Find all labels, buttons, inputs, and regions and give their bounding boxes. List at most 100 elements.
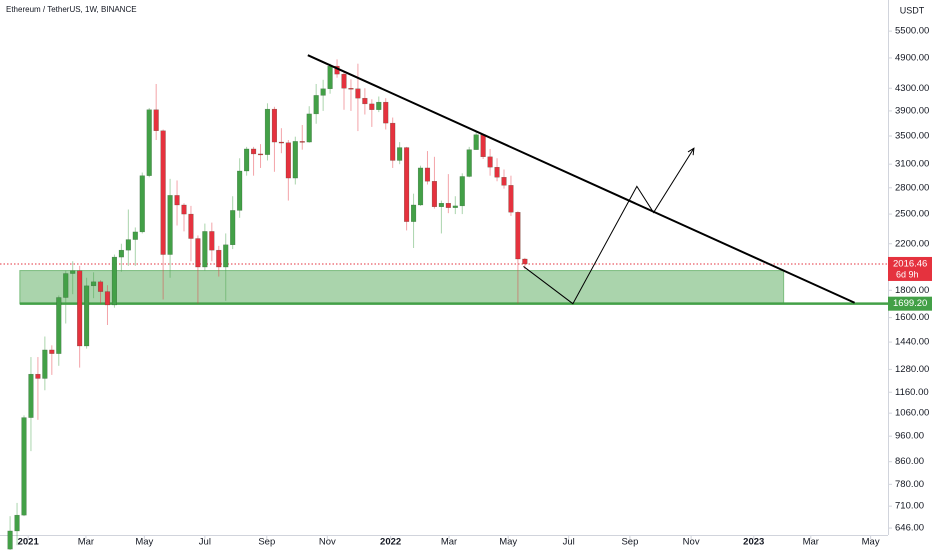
y-tick-label: 1600.00 <box>895 312 929 323</box>
candle-body <box>146 109 152 176</box>
y-tick-label: 3100.00 <box>895 159 929 170</box>
candle-body <box>431 181 438 207</box>
candle-body <box>160 130 166 255</box>
candle-body <box>327 65 333 89</box>
candle-body <box>292 141 298 179</box>
candle-body <box>313 95 319 115</box>
candle-body <box>390 122 396 161</box>
candle-body <box>174 195 180 206</box>
candle-body <box>84 285 90 347</box>
candle-body <box>278 141 284 144</box>
candle-body <box>376 101 382 110</box>
candle-body <box>452 205 458 208</box>
last-price-label: 2016.46 <box>893 258 927 269</box>
support-box <box>888 296 932 311</box>
x-tick-label: Sep <box>621 537 638 548</box>
y-tick-label: 4300.00 <box>895 83 929 94</box>
y-tick-label: 1060.00 <box>895 408 929 419</box>
candle-body <box>417 167 424 206</box>
candle-body <box>42 349 48 379</box>
chart-title: Ethereum / TetherUS, 1W, BINANCE <box>6 5 137 14</box>
candle-body <box>271 108 278 143</box>
projection-path <box>523 147 695 305</box>
candle-body <box>132 231 138 240</box>
candle-body <box>56 297 62 354</box>
x-tick-label: Sep <box>258 537 275 548</box>
candle-body <box>35 373 41 379</box>
candle-body <box>494 166 500 178</box>
currency-label: USDT <box>900 5 925 15</box>
candle-body <box>125 239 131 251</box>
candle-body <box>264 108 271 155</box>
x-tick-label: Mar <box>78 537 94 548</box>
x-tick-label: Jul <box>199 537 211 548</box>
candle-body <box>508 185 514 213</box>
y-tick-label: 1440.00 <box>895 337 929 348</box>
y-tick-label: 4900.00 <box>895 52 929 63</box>
candle-body <box>28 373 34 418</box>
last-price-box <box>888 256 932 281</box>
candle-body <box>77 270 83 347</box>
candle-body <box>480 134 486 158</box>
candle-body <box>216 249 222 268</box>
candle-body <box>487 156 493 168</box>
x-tick-label: Mar <box>803 537 819 548</box>
y-tick-label: 646.00 <box>895 523 924 534</box>
y-tick-label: 2800.00 <box>895 182 929 193</box>
candle-body <box>7 530 13 550</box>
x-tick-label: Mar <box>441 537 457 548</box>
y-tick-label: 960.00 <box>895 431 924 442</box>
candle-body <box>424 167 431 182</box>
y-tick-label: 710.00 <box>895 501 924 512</box>
candle-body <box>320 88 326 96</box>
x-tick-label: 2023 <box>743 537 764 548</box>
candle-body <box>188 213 194 239</box>
candle-body <box>285 142 291 179</box>
candle-body <box>21 417 27 516</box>
candle-body <box>181 204 187 215</box>
candle-body <box>306 113 312 143</box>
y-tick-label: 2500.00 <box>895 209 929 220</box>
x-tick-label: 2022 <box>380 537 401 548</box>
candle-body <box>237 170 243 211</box>
y-tick-label: 1280.00 <box>895 364 929 375</box>
candle-body <box>466 149 472 177</box>
y-tick-label: 3500.00 <box>895 131 929 142</box>
candle-body <box>515 212 521 260</box>
support-tag: 1699.20 <box>888 296 932 311</box>
x-tick-label: Jul <box>563 537 575 548</box>
candle-body <box>111 256 117 306</box>
support-label: 1699.20 <box>893 298 927 309</box>
x-tick-label: Nov <box>319 537 336 548</box>
candle-body <box>118 249 124 258</box>
candle-body <box>70 270 76 274</box>
candle-body <box>223 244 229 268</box>
y-tick-label: 1160.00 <box>895 387 929 398</box>
candle-body <box>355 88 361 99</box>
y-tick-label: 2200.00 <box>895 238 929 249</box>
candle-body <box>14 514 20 532</box>
x-tick-label: May <box>135 537 153 548</box>
trendline <box>307 54 856 304</box>
candle-body <box>501 177 507 186</box>
candle-body <box>230 210 236 246</box>
candle-body <box>195 238 201 268</box>
candle-body <box>257 153 264 156</box>
arrow-head <box>687 147 695 156</box>
candle-body <box>348 88 354 90</box>
candle-body <box>209 231 215 251</box>
candle-body <box>90 281 97 287</box>
candle-body <box>202 231 208 268</box>
candle-body <box>362 97 368 105</box>
candle-body <box>369 103 375 110</box>
y-tick-label: 1800.00 <box>895 285 929 296</box>
candle-body <box>397 147 403 161</box>
x-tick-label: Nov <box>683 537 700 548</box>
y-tick-label: 3900.00 <box>895 105 929 116</box>
x-tick-label: May <box>862 537 880 548</box>
candle-body <box>411 204 417 222</box>
candle-body <box>49 349 55 354</box>
